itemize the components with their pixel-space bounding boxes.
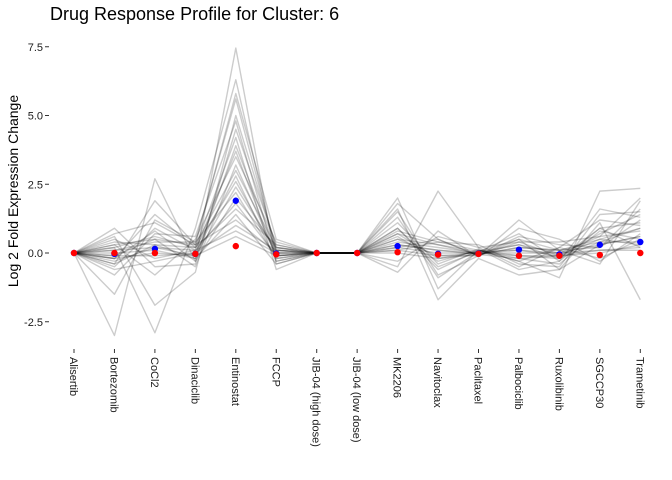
expression-lines xyxy=(73,47,641,337)
x-tick-label: Palbociclib xyxy=(512,357,524,410)
y-axis: -2.5 0.0 2.5 5.0 7.5 xyxy=(24,42,49,329)
x-tick-label: Bortezomib xyxy=(107,357,119,413)
median-point xyxy=(596,251,604,259)
y-tick-label: 0.0 xyxy=(28,248,43,260)
x-tick-label: Dinaciclib xyxy=(188,357,200,404)
median-point xyxy=(273,251,280,258)
x-axis: Alisertib Bortezomib CoCl2 Dinaciclib Entino… xyxy=(67,349,645,447)
x-tick-label: JIB-04 (low dose) xyxy=(350,357,362,443)
y-tick-label: -2.5 xyxy=(24,317,43,329)
x-tick-label: CoCl2 xyxy=(148,357,160,388)
median-point xyxy=(475,250,482,258)
y-tick-label: 2.5 xyxy=(28,179,43,191)
median-point xyxy=(434,251,442,258)
y-axis-label: Log 2 Fold Expression Change xyxy=(5,95,21,287)
median-point xyxy=(192,250,199,258)
y-tick-label: 5.0 xyxy=(28,111,43,123)
median-point xyxy=(151,249,159,257)
x-tick-label: Alisertib xyxy=(67,357,79,396)
median-point xyxy=(111,249,118,257)
x-tick-label: Trametinib xyxy=(633,357,645,409)
x-tick-label: SGCCP30 xyxy=(593,357,605,408)
x-tick-label: MK2206 xyxy=(391,357,403,398)
x-tick-label: FCCP xyxy=(269,357,281,387)
expression-line xyxy=(73,79,641,334)
median-point xyxy=(353,249,361,257)
mean-point xyxy=(637,238,644,246)
x-tick-label: JIB-04 (high dose) xyxy=(310,357,322,447)
y-tick-label: 7.5 xyxy=(28,42,43,54)
median-point xyxy=(232,242,239,250)
x-tick-label: Navitoclax xyxy=(431,357,443,408)
x-tick-label: Entinostat xyxy=(229,357,241,406)
summary-points xyxy=(70,197,644,259)
chart-title: Drug Response Profile for Cluster: 6 xyxy=(50,4,339,24)
mean-point xyxy=(232,197,239,204)
x-tick-label: Ruxolibinib xyxy=(552,357,564,411)
mean-point xyxy=(596,241,604,248)
expression-line xyxy=(73,92,641,268)
median-point xyxy=(313,249,320,257)
expression-line xyxy=(73,98,641,295)
median-point xyxy=(556,252,563,259)
mean-point xyxy=(394,242,401,250)
median-point xyxy=(394,248,401,256)
median-point xyxy=(515,252,523,259)
expression-line xyxy=(73,47,641,337)
median-point xyxy=(70,249,78,257)
x-tick-label: Paclitaxel xyxy=(472,357,484,404)
mean-point xyxy=(515,246,523,253)
median-point xyxy=(637,249,644,257)
